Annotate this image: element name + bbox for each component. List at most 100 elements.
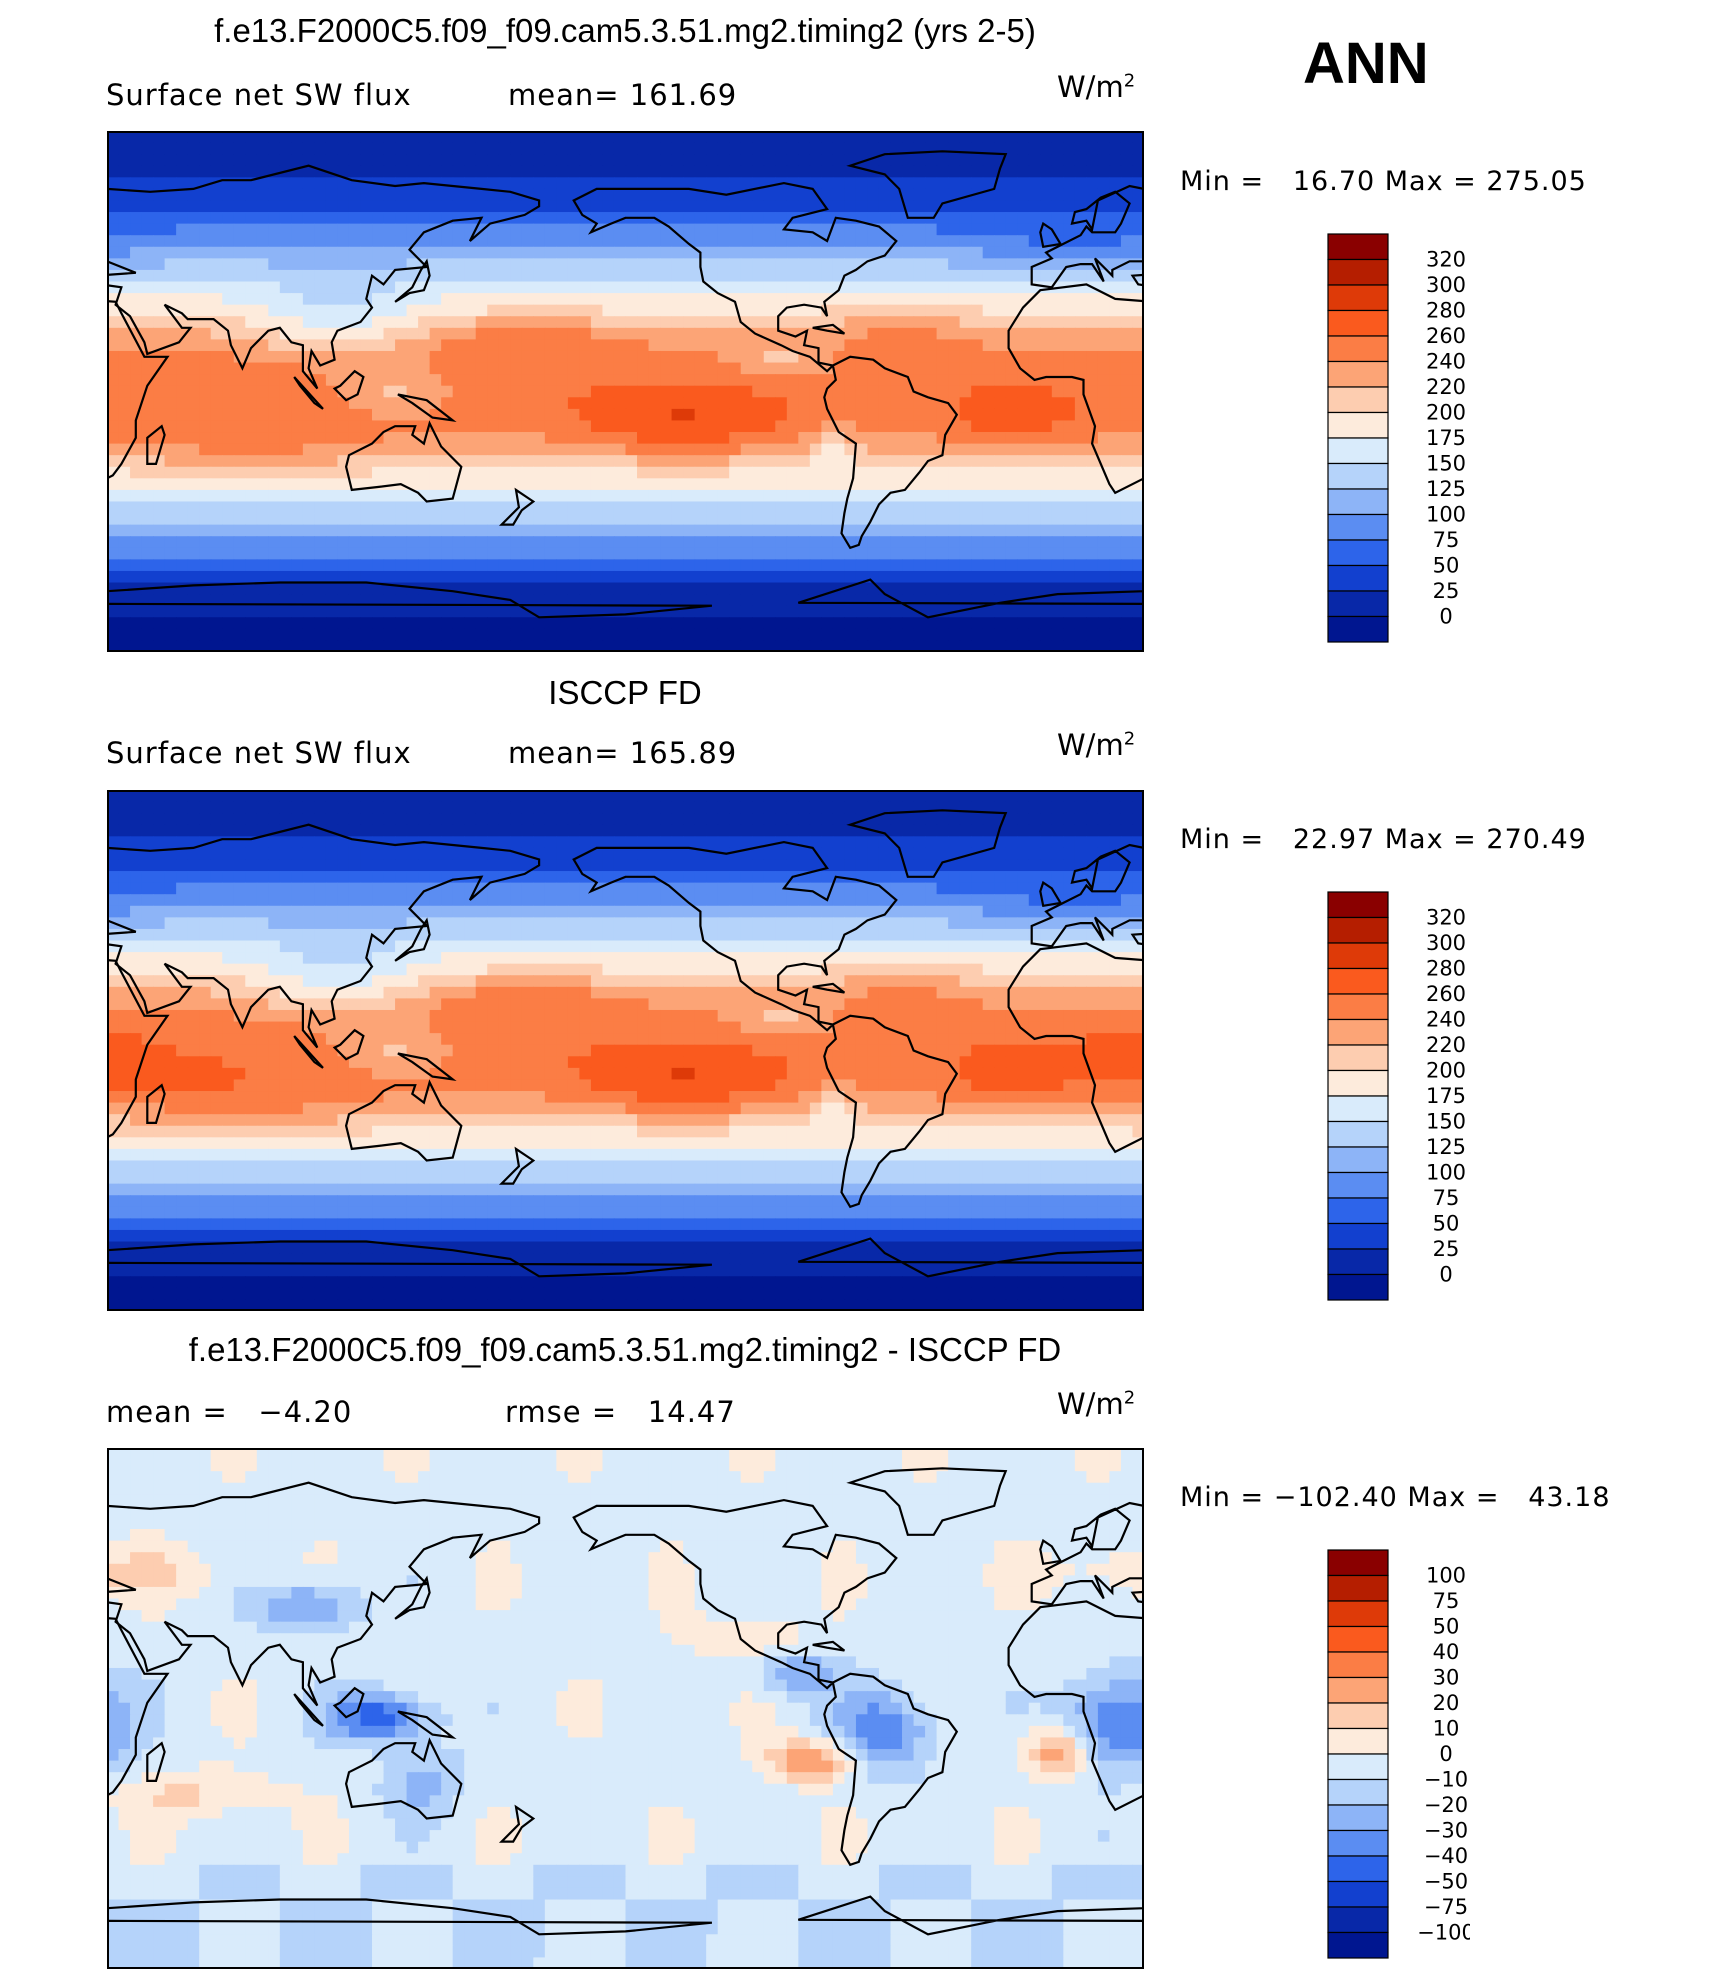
panel1-cell-1033 (602, 258, 615, 271)
panel1-cell-3299 (786, 547, 799, 560)
panel2-cell-746 (406, 882, 419, 895)
panel1-cell-597 (763, 200, 776, 213)
panel2-cell-139 (671, 801, 684, 814)
panel1-cell-2816 (406, 489, 419, 503)
panel1-cell-645 (279, 212, 292, 225)
panel1-cell-3798 (314, 617, 327, 630)
panel2-cell-449 (1132, 836, 1144, 849)
panel2-cell-296 (406, 824, 419, 837)
panel1-cell-2582 (821, 455, 834, 468)
panel1-cell-2766 (867, 478, 880, 491)
panel1-cell-1875 (971, 362, 984, 375)
panel1-cell-1954 (844, 374, 857, 387)
panel1-cell-3148 (1120, 524, 1134, 537)
panel1-cell-1100 (337, 269, 350, 283)
panel1-cell-2569 (671, 455, 684, 468)
panel1-cell-166 (982, 142, 995, 155)
panel1-cell-746 (406, 223, 419, 236)
panel2-cell-771 (694, 882, 707, 895)
panel1-cell-3496 (982, 570, 995, 584)
panel1-cell-3139 (1017, 524, 1030, 537)
panel1-cell-1701 (1040, 339, 1053, 352)
panel1-cell-2705 (164, 478, 177, 491)
panel1-cell-3631 (464, 594, 477, 607)
panel1-cell-2828 (544, 489, 557, 503)
panel2-cell-389 (441, 836, 454, 849)
panel1-cell-3793 (256, 617, 269, 630)
panel1-cell-3280 (567, 547, 581, 560)
panel1-cell-127 (533, 142, 546, 155)
panel1-cell-385 (395, 177, 408, 190)
panel1-cell-2937 (763, 501, 776, 514)
panel1-cell-1750 (567, 350, 581, 364)
panel1-cell-3715 (395, 605, 408, 618)
panel1-cell-592 (706, 200, 719, 213)
panel1-cell-282 (245, 165, 258, 178)
panel1-cell-1690 (913, 339, 926, 352)
panel1-cell-3385 (740, 559, 753, 572)
panel1-cell-2527 (187, 455, 200, 468)
panel1-cell-1864 (844, 362, 857, 375)
panel1-cell-2586 (867, 455, 880, 468)
panel1-cell-2458 (429, 443, 442, 456)
panel2-cell-262 (1051, 813, 1064, 826)
panel1-cell-86 (1097, 131, 1111, 144)
panel1-cell-2653 (602, 466, 615, 479)
panel1-cell-2204 (613, 408, 627, 422)
panel1-cell-3198 (660, 536, 673, 549)
panel2-cell-21 (348, 790, 362, 803)
panel1-cell-815 (164, 235, 177, 248)
panel1-cell-3155 (164, 536, 177, 549)
panel1-cell-39 (556, 131, 569, 144)
panel1-cell-1264 (153, 293, 166, 306)
panel1-cell-2103 (487, 397, 500, 410)
panel2-cell-530 (1028, 847, 1041, 861)
panel1-cell-3585 (971, 582, 984, 595)
panel1-cell-2270 (337, 420, 350, 433)
panel1-cell-3904 (498, 628, 511, 642)
panel1-cell-1688 (890, 339, 903, 352)
panel1-cell-3504 (1074, 570, 1087, 584)
panel1-cell-1758 (660, 350, 673, 364)
panel1-cell-146 (752, 142, 765, 155)
panel1-cell-998 (199, 258, 212, 271)
panel1-cell-2305 (740, 420, 753, 433)
panel1-cell-534 (1074, 188, 1087, 202)
panel2-cell-552 (245, 859, 258, 872)
panel1-cell-2416 (982, 432, 995, 445)
panel1-cell-2345 (164, 432, 177, 445)
panel2-cell-105 (279, 801, 292, 814)
panel1-cell-366 (176, 177, 189, 190)
panel1-cell-3286 (637, 547, 650, 560)
panel2-cell-731 (233, 882, 246, 895)
panel1-cell-1995 (279, 385, 292, 398)
panel1-cell-3937 (878, 628, 892, 642)
panel1-cell-2491 (809, 443, 822, 456)
panel1-cell-2642 (475, 466, 488, 479)
panel2-cell-721 (118, 882, 131, 895)
panel1-cell-3810 (452, 617, 465, 630)
panel2-cell-186 (176, 813, 189, 826)
panel1-cell-1208 (544, 281, 557, 294)
panel1-cell-185 (164, 154, 177, 167)
panel1-cell-514 (844, 188, 857, 202)
panel1-cell-3268 (429, 547, 442, 560)
panel1-cell-2967 (1109, 501, 1122, 514)
panel2-cell-644 (268, 871, 281, 884)
panel1-cell-2365 (395, 432, 408, 445)
panel1-cell-678 (660, 212, 673, 225)
panel1-cell-2660 (683, 466, 696, 479)
panel1-cell-1937 (648, 374, 661, 387)
panel1-cell-2184 (383, 408, 396, 422)
panel1-cell-2432 (130, 443, 143, 456)
panel2-cell-862 (706, 894, 719, 907)
panel2-cell-265 (1086, 813, 1099, 826)
panel1-cell-2810 (337, 489, 350, 503)
panel1-cell-224 (613, 154, 627, 167)
panel1-cell-1451 (233, 316, 246, 329)
panel2-cell-480 (452, 847, 465, 861)
panel1-cell-2251 (118, 420, 131, 433)
panel2-cell-267 (1109, 813, 1122, 826)
panel1-cell-407 (648, 177, 661, 190)
panel1-cell-1370 (337, 304, 350, 317)
